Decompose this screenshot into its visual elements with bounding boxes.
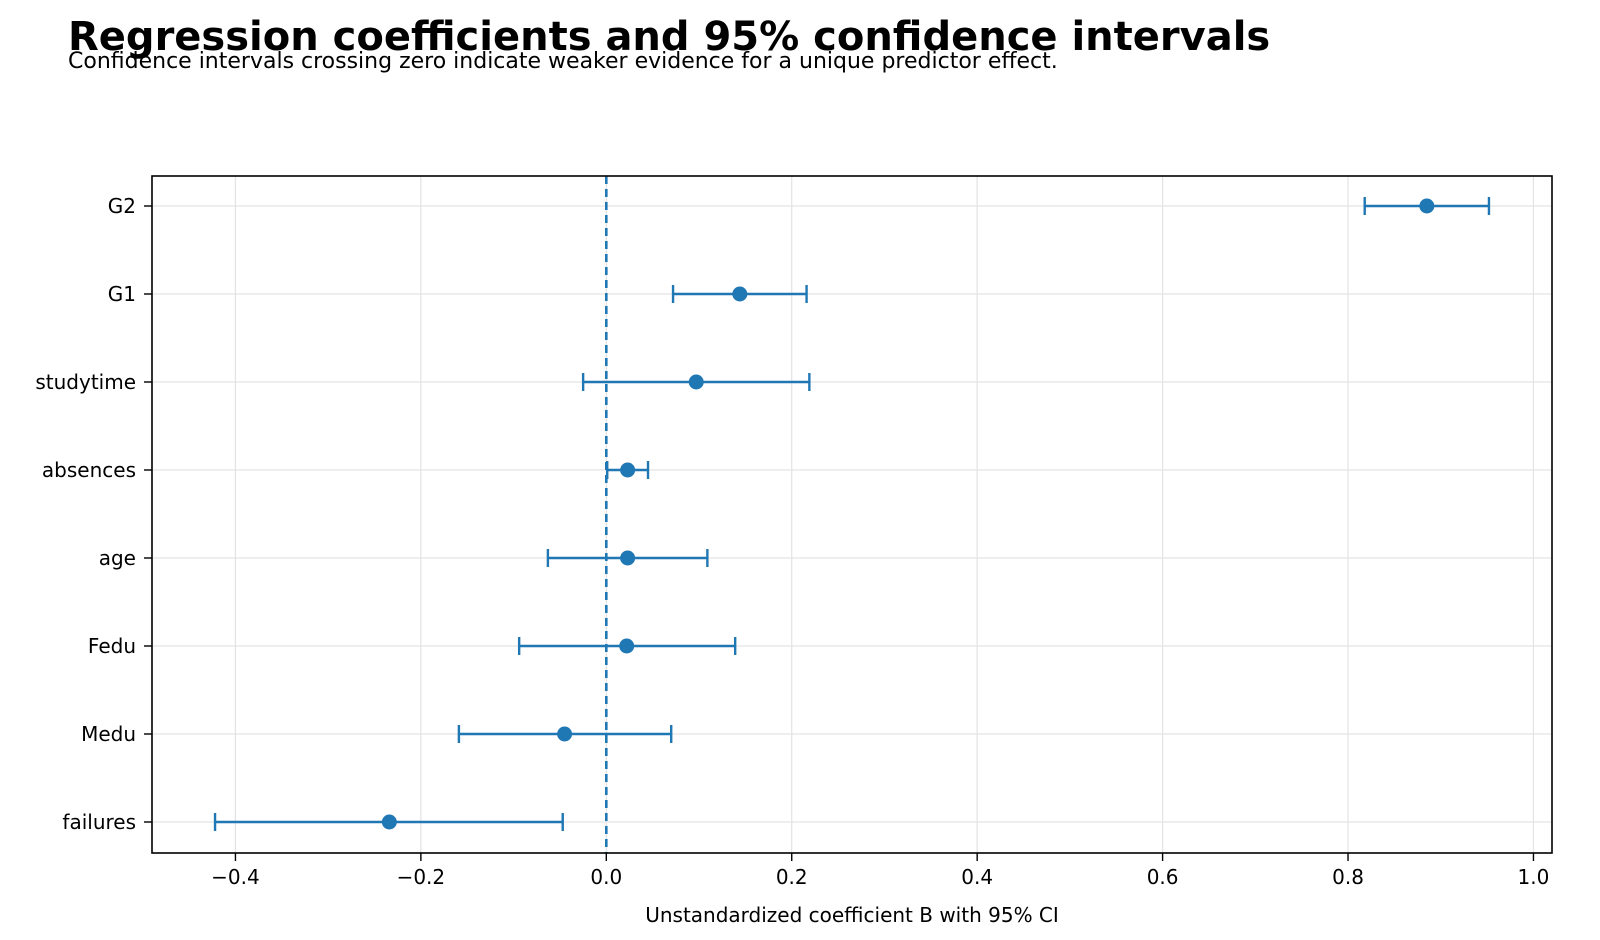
x-tick-label: 1.0 <box>1518 865 1550 889</box>
chart-title: Regression coefficients and 95% confiden… <box>68 14 1270 60</box>
y-tick-label: Medu <box>81 722 136 746</box>
x-tick-label: 0.2 <box>776 865 808 889</box>
coefficient-point <box>732 286 748 302</box>
x-tick-label: −0.4 <box>211 865 260 889</box>
plot-area: −0.4 −0.2 0.0 0.2 0.4 0.6 0.8 1.0 G2 G1 studytime a… <box>35 175 1553 889</box>
y-tick-label: failures <box>62 810 136 834</box>
chart-subtitle: Confidence intervals crossing zero indic… <box>68 49 1058 74</box>
y-tick-label: G1 <box>108 282 136 306</box>
coefficient-point <box>620 462 636 478</box>
y-tick-label: Fedu <box>88 634 136 658</box>
x-tick-label: 0.8 <box>1332 865 1364 889</box>
x-tick-label: −0.2 <box>397 865 446 889</box>
x-tick-label: 0.4 <box>961 865 993 889</box>
coefficient-point <box>557 726 573 742</box>
x-axis-label: Unstandardized coefficient B with 95% CI <box>645 903 1059 927</box>
coefficient-point <box>620 550 636 566</box>
coefficient-point <box>619 638 635 654</box>
coefficient-point <box>381 814 397 830</box>
y-tick-label: age <box>99 546 136 570</box>
y-tick-label: studytime <box>35 370 136 394</box>
y-tick-label: absences <box>42 458 136 482</box>
coefficient-point <box>688 374 704 390</box>
axes-frame <box>151 175 1553 854</box>
y-tick-label: G2 <box>108 194 136 218</box>
x-tick-label: 0.0 <box>590 865 622 889</box>
coefficient-point <box>1419 198 1435 214</box>
x-tick-label: 0.6 <box>1147 865 1179 889</box>
